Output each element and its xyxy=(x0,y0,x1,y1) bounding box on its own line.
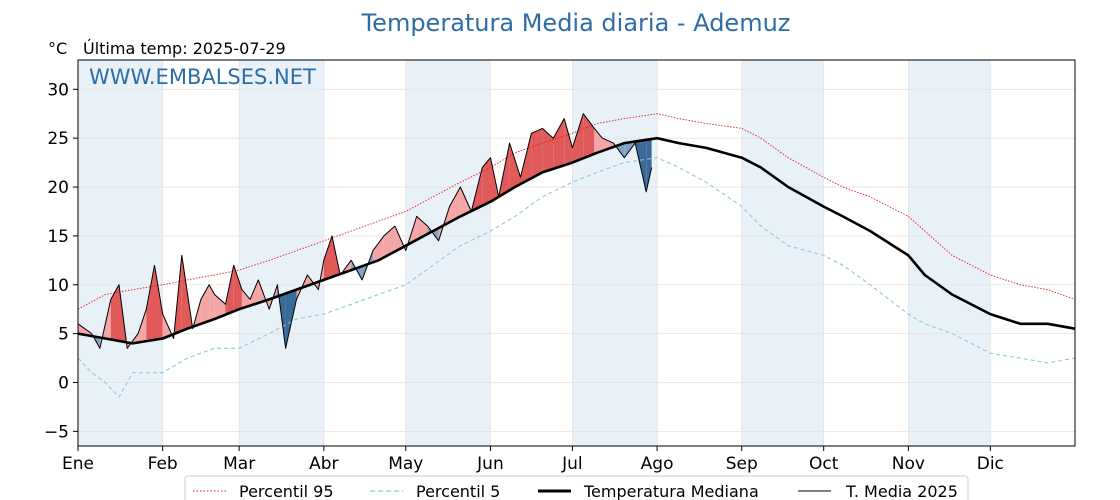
fill-above-7 xyxy=(146,265,155,342)
series-line-2025 xyxy=(77,113,653,349)
month-band-Sep xyxy=(741,60,824,446)
fill-above-16 xyxy=(225,265,234,315)
fill-above-8 xyxy=(154,265,163,340)
fill-above-53 xyxy=(594,128,603,154)
x-tick-label-Ago: Ago xyxy=(641,454,674,474)
fill-above-39 xyxy=(449,187,461,223)
x-tick-label-Abr: Abr xyxy=(309,454,338,474)
legend-box xyxy=(184,475,969,500)
series-line-p95 xyxy=(77,113,1076,310)
anomaly-fills xyxy=(78,113,652,349)
fill-above-18 xyxy=(241,289,251,309)
x-tick-label-Ene: Ene xyxy=(62,454,94,474)
plot-frame xyxy=(77,59,1076,447)
x-tick-label-Jun: Jun xyxy=(476,454,504,474)
chart-title: Temperatura Media diaria - Ademuz xyxy=(361,9,791,37)
fill-above-15 xyxy=(214,294,226,319)
last-temp-label: Última temp: 2025-07-29 xyxy=(83,39,286,58)
watermark: WWW.EMBALSES.NET xyxy=(89,65,316,89)
y-unit-label: °C xyxy=(48,39,67,58)
fill-below-58 xyxy=(646,139,652,192)
fill-above-14 xyxy=(209,284,215,321)
month-bands xyxy=(78,60,991,446)
fill-above-36 xyxy=(416,216,428,240)
x-axis: Ene Feb Mar Abr May Jun Jul Ago Sep Oct Nov Dic xyxy=(62,446,1004,474)
fill-above-19 xyxy=(250,279,259,306)
fill-above-50 xyxy=(564,118,573,166)
fill-above-32 xyxy=(373,235,384,263)
series-lines xyxy=(77,113,1076,399)
fill-above-42 xyxy=(482,157,491,206)
legend-label-p95: Percentil 95 xyxy=(239,482,334,500)
x-tick-label-Oct: Oct xyxy=(809,454,839,474)
fill-above-13 xyxy=(200,284,210,324)
month-band-Ene xyxy=(78,60,163,446)
x-tick-label-Feb: Feb xyxy=(148,454,178,474)
y-tick-label-5: 5 xyxy=(58,325,69,345)
x-tick-label-Nov: Nov xyxy=(892,454,925,474)
y-axis: −5 0 5 10 15 20 25 30 xyxy=(44,80,78,442)
series-line-p5 xyxy=(77,157,1076,399)
series-line-median xyxy=(77,136,1076,345)
y-tick-label-15: 15 xyxy=(47,227,69,247)
y-tick-label-10: 10 xyxy=(47,276,69,296)
fill-above-25 xyxy=(307,275,319,290)
x-tick-label-Sep: Sep xyxy=(726,454,758,474)
fill-above-47 xyxy=(531,128,543,179)
y-tick-label-30: 30 xyxy=(47,80,69,100)
fill-above-51 xyxy=(572,113,584,163)
x-tick-label-Jul: Jul xyxy=(561,454,583,474)
y-tick-label-25: 25 xyxy=(47,129,69,149)
legend: Percentil 95 Percentil 5 Temperatura Med… xyxy=(184,475,969,500)
y-tick-label-20: 20 xyxy=(47,178,69,198)
legend-label-median: Temperatura Mediana xyxy=(583,482,759,500)
fill-above-3 xyxy=(110,284,119,341)
x-tick-label-Dic: Dic xyxy=(977,454,1004,474)
legend-label-p5: Percentil 5 xyxy=(416,482,500,500)
y-tick-label-0: 0 xyxy=(58,373,69,393)
fill-below-23 xyxy=(285,289,297,349)
y-tick-label--5: −5 xyxy=(44,422,69,442)
month-band-Mar xyxy=(239,60,324,446)
month-band-May xyxy=(405,60,491,446)
fill-above-27 xyxy=(323,235,332,280)
legend-label-2025: T. Media 2025 xyxy=(845,482,958,500)
x-tick-label-May: May xyxy=(388,454,423,474)
fill-above-17 xyxy=(233,265,242,312)
fill-above-48 xyxy=(542,128,554,173)
x-tick-label-Mar: Mar xyxy=(223,454,255,474)
fill-above-6 xyxy=(138,309,147,343)
fill-above-45 xyxy=(509,143,521,191)
fill-above-26 xyxy=(318,260,324,290)
fill-above-49 xyxy=(553,118,565,169)
